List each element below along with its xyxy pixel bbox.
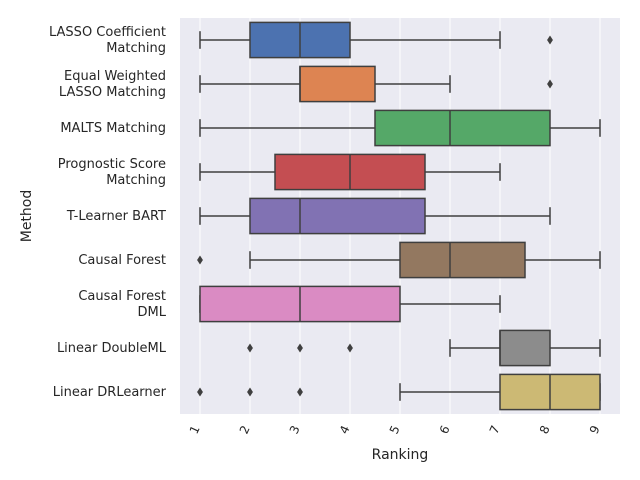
x-tick-label-4: 4 xyxy=(337,423,353,436)
box-8 xyxy=(247,329,601,367)
box-6 xyxy=(197,241,601,279)
x-tick-label-8: 8 xyxy=(537,423,553,436)
x-tick-label-3: 3 xyxy=(287,423,303,436)
x-tick-label-1: 1 xyxy=(187,423,203,436)
x-tick-label-9: 9 xyxy=(587,423,603,436)
outlier-point xyxy=(197,387,203,397)
category-label-9: Linear DRLearner xyxy=(53,385,167,400)
iqr-box xyxy=(299,65,376,103)
x-tick-label-5: 5 xyxy=(387,423,403,436)
outlier-point xyxy=(547,79,553,89)
category-label-2: LASSO Matching xyxy=(59,85,166,100)
outlier-point xyxy=(247,343,253,353)
category-label-4: Prognostic Score xyxy=(58,157,166,172)
box-5 xyxy=(199,197,551,235)
box-series xyxy=(197,21,601,411)
iqr-box xyxy=(499,329,551,367)
box-9 xyxy=(197,373,601,411)
category-label-1: LASSO Coefficient xyxy=(49,25,166,40)
outlier-point xyxy=(247,387,253,397)
outlier-point xyxy=(197,255,203,265)
x-tick-label-6: 6 xyxy=(437,423,453,436)
box-4 xyxy=(199,153,501,191)
iqr-box xyxy=(249,197,426,235)
box-1 xyxy=(199,21,553,59)
category-label-7: Causal Forest xyxy=(78,289,166,304)
iqr-box xyxy=(399,241,526,279)
iqr-box xyxy=(374,109,551,147)
category-label-7: DML xyxy=(138,305,167,320)
outlier-point xyxy=(347,343,353,353)
category-label-3: MALTS Matching xyxy=(60,121,166,136)
category-label-6: Causal Forest xyxy=(78,253,166,268)
y-axis-label: Method xyxy=(19,190,35,243)
x-tick-label-7: 7 xyxy=(487,423,503,436)
box-2 xyxy=(199,65,553,103)
category-label-1: Matching xyxy=(106,41,166,56)
outlier-point xyxy=(547,35,553,45)
category-label-5: T-Learner BART xyxy=(66,209,166,224)
category-label-2: Equal Weighted xyxy=(64,69,166,84)
category-label-4: Matching xyxy=(106,173,166,188)
x-axis-label: Ranking xyxy=(372,447,429,463)
category-label-8: Linear DoubleML xyxy=(57,341,167,356)
box-3 xyxy=(199,109,601,147)
outlier-point xyxy=(297,387,303,397)
x-tick-labels: 1 2 3 4 5 6 7 8 9 xyxy=(187,423,603,436)
outlier-point xyxy=(297,343,303,353)
box-7 xyxy=(199,285,501,323)
x-tick-label-2: 2 xyxy=(237,423,253,436)
